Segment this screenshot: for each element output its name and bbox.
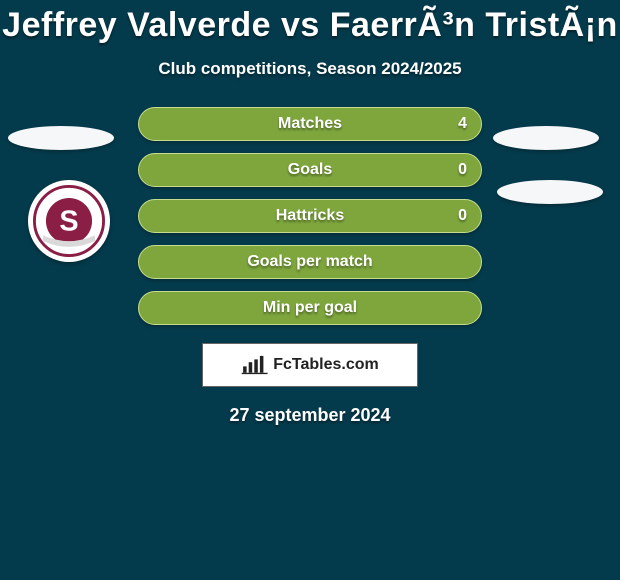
stats-panel: Matches 4 Goals 0 Hattricks 0 Goals per match M… [0,107,620,325]
stat-bar-label: Goals [288,161,332,179]
stat-bar: Min per goal [138,291,482,325]
stat-bar: Goals per match [138,245,482,279]
stat-bar-label: Goals per match [247,253,372,271]
attribution-text: FcTables.com [273,356,379,374]
stat-bar-label: Hattricks [276,207,344,225]
subtitle: Club competitions, Season 2024/2025 [0,59,620,79]
stat-bar-value: 0 [458,207,467,225]
stat-bar-label: Matches [278,115,342,133]
stat-bar: Goals 0 [138,153,482,187]
stat-bar: Matches 4 [138,107,482,141]
stat-bar-value: 4 [458,115,467,133]
date-text: 27 september 2024 [0,405,620,426]
stat-bar: Hattricks 0 [138,199,482,233]
attribution-badge[interactable]: FcTables.com [202,343,418,387]
page-title: Jeffrey Valverde vs FaerrÃ³n TristÃ¡n [0,6,620,45]
bars-icon [241,355,269,375]
stat-bar-value: 0 [458,161,467,179]
stat-bar-label: Min per goal [263,299,357,317]
